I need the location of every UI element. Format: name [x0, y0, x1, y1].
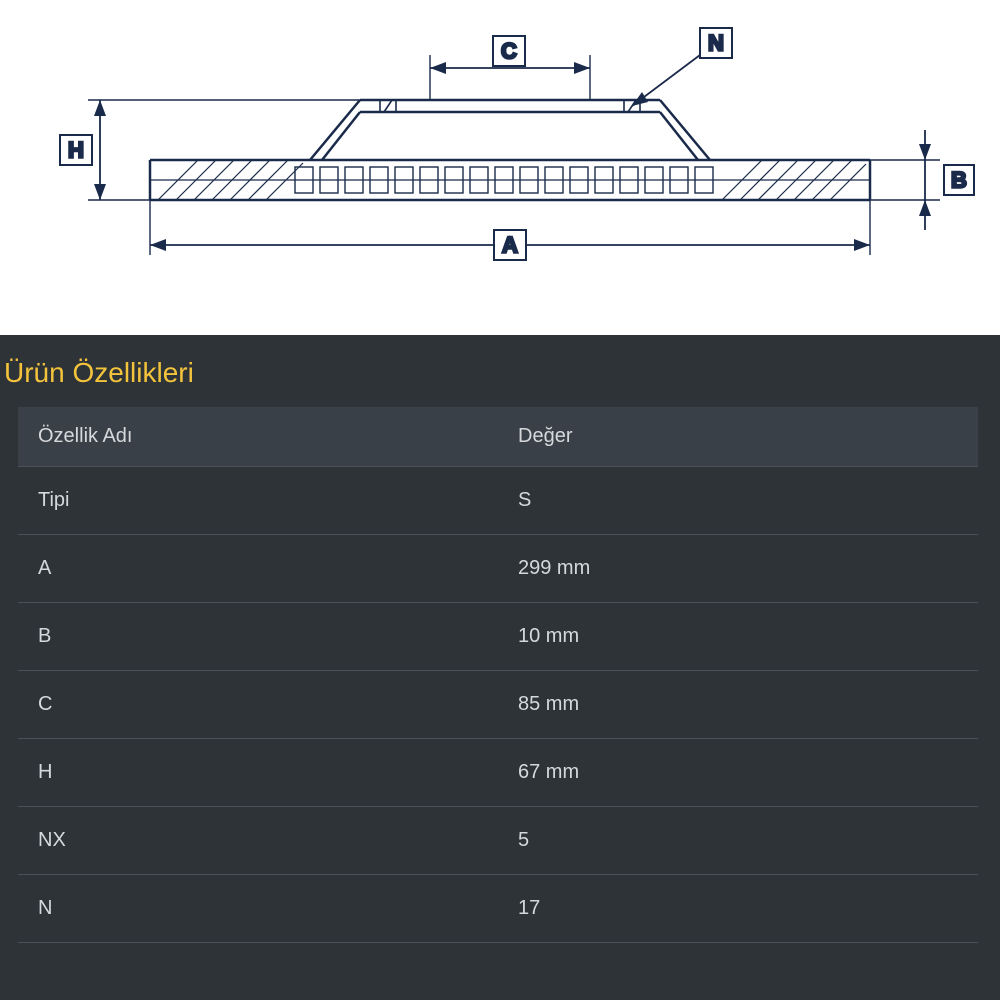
dim-label-H: H: [68, 138, 84, 163]
spec-value-cell: S: [498, 467, 978, 535]
brake-disc-cross-section-svg: A C H: [0, 0, 1000, 335]
product-specs-panel: Ürün Özellikleri Özellik Adı Değer TipiS…: [0, 335, 1000, 1000]
dim-label-B: B: [951, 168, 967, 193]
table-row: N17: [18, 875, 978, 943]
table-header-row: Özellik Adı Değer: [18, 407, 978, 467]
dim-label-C: C: [501, 39, 517, 64]
spec-name-cell: N: [18, 875, 498, 943]
spec-name-cell: B: [18, 603, 498, 671]
spec-name-cell: H: [18, 739, 498, 807]
spec-name-cell: Tipi: [18, 467, 498, 535]
table-row: TipiS: [18, 467, 978, 535]
spec-value-cell: 17: [498, 875, 978, 943]
spec-value-cell: 299 mm: [498, 535, 978, 603]
column-header-value: Değer: [498, 407, 978, 467]
spec-name-cell: A: [18, 535, 498, 603]
table-row: H67 mm: [18, 739, 978, 807]
spec-value-cell: 5: [498, 807, 978, 875]
specs-table: Özellik Adı Değer TipiSA299 mmB10 mmC85 …: [18, 407, 978, 943]
spec-name-cell: NX: [18, 807, 498, 875]
table-row: NX5: [18, 807, 978, 875]
section-title: Ürün Özellikleri: [0, 335, 1000, 407]
spec-name-cell: C: [18, 671, 498, 739]
dim-label-N: N: [708, 31, 724, 56]
spec-value-cell: 10 mm: [498, 603, 978, 671]
table-row: A299 mm: [18, 535, 978, 603]
spec-value-cell: 85 mm: [498, 671, 978, 739]
table-row: C85 mm: [18, 671, 978, 739]
dim-label-A: A: [502, 233, 518, 258]
table-row: B10 mm: [18, 603, 978, 671]
spec-value-cell: 67 mm: [498, 739, 978, 807]
technical-diagram: A C H: [0, 0, 1000, 335]
column-header-name: Özellik Adı: [18, 407, 498, 467]
